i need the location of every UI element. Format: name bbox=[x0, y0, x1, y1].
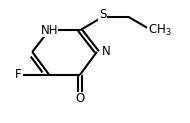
Text: NH: NH bbox=[40, 24, 58, 37]
Text: CH$_3$: CH$_3$ bbox=[148, 23, 171, 38]
Text: O: O bbox=[75, 92, 85, 105]
Text: N: N bbox=[102, 45, 111, 58]
Text: S: S bbox=[99, 8, 106, 21]
Text: F: F bbox=[15, 68, 21, 81]
